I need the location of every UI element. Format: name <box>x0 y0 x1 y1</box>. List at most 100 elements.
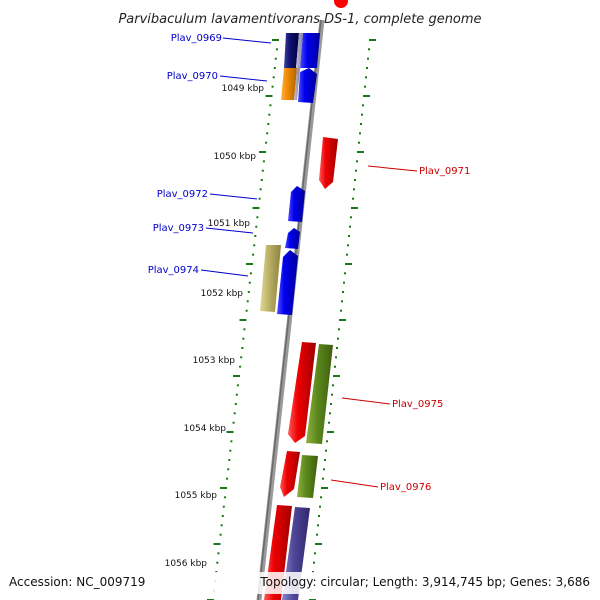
scale-tick-label: 1055 kbp <box>175 491 218 501</box>
major-tick <box>213 543 221 545</box>
partial-feature-top <box>334 0 348 8</box>
major-tick <box>259 151 266 153</box>
gene-feature-plav-0972[interactable] <box>288 186 305 222</box>
gene-feature-plav-0974[interactable] <box>260 245 298 315</box>
minor-tick <box>350 216 352 219</box>
scale-tick-labels: 1049 kbp 1050 kbp 1051 kbp 1052 kbp 1053… <box>165 84 265 569</box>
gene-leader-lines <box>200 37 418 488</box>
minor-tick <box>338 328 340 331</box>
scale-tick-label: 1052 kbp <box>201 289 244 299</box>
gene-label-plav-0974[interactable]: Plav_0974 <box>148 265 199 276</box>
minor-tick <box>273 67 276 69</box>
minor-tick <box>239 365 242 368</box>
minor-tick <box>325 449 327 452</box>
minor-tick <box>349 225 351 228</box>
major-tick <box>220 487 227 489</box>
tick-dot-track <box>207 39 376 600</box>
major-tick <box>239 319 247 321</box>
scale-tick-label: 1053 kbp <box>193 356 236 366</box>
major-tick <box>345 263 352 265</box>
minor-tick <box>232 421 235 424</box>
minor-tick <box>216 561 219 564</box>
minor-tick <box>249 272 252 275</box>
minor-tick <box>355 169 357 172</box>
minor-tick <box>328 421 330 424</box>
minor-tick <box>240 356 243 359</box>
minor-tick <box>217 552 220 555</box>
minor-tick <box>236 384 239 387</box>
minor-tick <box>366 67 368 69</box>
gene-feature-plav-0970[interactable] <box>281 68 317 103</box>
minor-tick <box>340 309 342 312</box>
gene-feature-plav-0975[interactable] <box>288 342 333 444</box>
major-tick <box>265 95 273 97</box>
minor-tick <box>317 524 319 527</box>
minor-tick <box>219 533 222 536</box>
minor-tick <box>229 449 232 452</box>
minor-tick <box>245 309 248 312</box>
minor-tick <box>248 281 251 284</box>
gene-feature-plav-0976[interactable] <box>280 451 318 498</box>
minor-tick <box>331 393 333 396</box>
minor-tick <box>359 132 361 135</box>
gene-label-plav-0975[interactable]: Plav_0975 <box>392 399 443 410</box>
minor-tick <box>234 403 237 405</box>
scale-tick-label: 1056 kbp <box>165 559 208 569</box>
minor-tick <box>233 412 236 415</box>
minor-tick <box>324 459 326 461</box>
gene-label-plav-0971[interactable]: Plav_0971 <box>419 166 470 177</box>
gene-label-plav-0973[interactable]: Plav_0973 <box>153 223 204 234</box>
minor-tick <box>329 412 331 415</box>
minor-tick <box>337 337 339 340</box>
minor-tick <box>235 393 238 396</box>
map-title: Parvibaculum lavamentivorans DS-1, compl… <box>118 12 481 27</box>
gene-feature-plav-0971[interactable] <box>319 137 338 189</box>
minor-tick <box>326 440 328 443</box>
gene-feature-plav-0973[interactable] <box>285 228 300 249</box>
minor-tick <box>266 132 269 135</box>
minor-tick <box>343 281 345 284</box>
minor-tick <box>241 347 244 349</box>
minor-tick <box>243 328 246 331</box>
minor-tick <box>246 300 249 303</box>
minor-tick <box>256 216 259 219</box>
gene-label-plav-0972[interactable]: Plav_0972 <box>157 189 208 200</box>
minor-tick <box>352 197 354 200</box>
minor-tick <box>265 141 268 144</box>
minor-tick <box>341 300 343 303</box>
footer-backdrop <box>0 572 600 594</box>
scale-tick-label: 1050 kbp <box>214 152 257 162</box>
minor-tick <box>360 123 362 125</box>
gene-label-plav-0969[interactable]: Plav_0969 <box>171 33 222 44</box>
gene-label-plav-0976[interactable]: Plav_0976 <box>380 482 431 493</box>
major-tick <box>272 39 279 41</box>
minor-tick <box>336 347 338 349</box>
minor-tick <box>221 515 224 517</box>
minor-tick <box>358 141 360 144</box>
minor-tick <box>318 515 320 517</box>
minor-tick <box>332 384 334 387</box>
minor-tick <box>222 505 225 508</box>
minor-tick <box>316 533 318 536</box>
minor-tick <box>220 524 223 527</box>
minor-tick <box>230 440 233 443</box>
minor-tick <box>323 468 325 471</box>
gene-feature-plav-0969[interactable] <box>284 33 320 68</box>
minor-tick <box>330 403 332 405</box>
minor-tick <box>258 197 261 200</box>
minor-tick <box>322 477 324 480</box>
minor-tick <box>319 505 321 508</box>
minor-tick <box>362 104 364 107</box>
major-tick <box>233 375 240 377</box>
minor-tick <box>252 253 255 256</box>
minor-tick <box>347 244 349 247</box>
major-tick <box>252 207 260 209</box>
minor-tick <box>314 552 316 555</box>
major-tick <box>357 151 364 153</box>
minor-tick <box>247 291 250 293</box>
major-tick <box>321 487 328 489</box>
gene-label-plav-0970[interactable]: Plav_0970 <box>167 71 218 82</box>
major-tick <box>351 207 358 209</box>
